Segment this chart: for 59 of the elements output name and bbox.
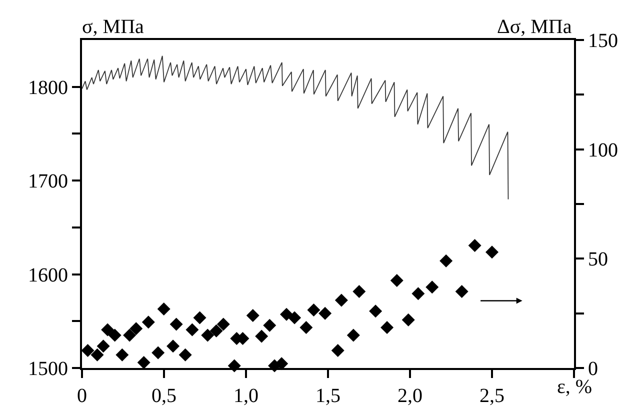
y-axis-title: σ, МПа [82,16,144,38]
point [216,318,230,331]
point [137,356,150,370]
x-tick-label: 0 [77,385,87,407]
point [90,348,104,362]
point [318,306,332,320]
point [152,346,165,360]
point [178,348,192,362]
point [201,328,214,342]
x-tick-label: 2,0 [398,385,422,407]
x-tick-label: 1,5 [316,385,340,407]
y-tick-label: 1700 [28,170,68,193]
point [193,311,206,324]
y2-axis-title: Δσ, МПа [497,16,572,38]
point [142,316,155,329]
point [468,239,482,252]
point [210,324,223,338]
point [352,284,366,298]
point [331,344,344,358]
point [166,340,180,353]
point [288,311,302,324]
x-tick-label: 0,5 [152,385,176,407]
point [123,328,136,342]
point [130,322,143,336]
point [255,330,268,343]
line-series [82,55,509,200]
point [300,321,313,334]
point [101,323,114,336]
point [170,318,183,331]
point [186,323,199,336]
point [412,287,425,300]
x-tick-label: 1,0 [234,385,258,407]
point [390,274,404,288]
point [455,284,468,298]
point [280,308,294,321]
x-tick-label: 2,5 [480,385,504,407]
y2-tick-label: 100 [588,139,618,162]
point [246,309,260,322]
y2-tick-label: 50 [588,248,608,271]
point [275,357,288,370]
point [346,328,360,342]
point [402,313,415,326]
point [440,254,453,268]
point [108,328,122,342]
point [81,344,94,358]
point [307,304,320,317]
y-tick-label: 1800 [28,76,68,99]
point [263,318,276,332]
y-tick-label: 1500 [28,358,68,380]
point [157,302,170,316]
y-tick-label: 1600 [28,264,68,286]
y2-tick-label: 150 [588,30,618,52]
point [426,280,439,294]
point [369,304,382,318]
point [486,246,498,259]
point [96,340,110,353]
point [116,348,129,362]
point [334,294,348,307]
point [380,321,394,334]
